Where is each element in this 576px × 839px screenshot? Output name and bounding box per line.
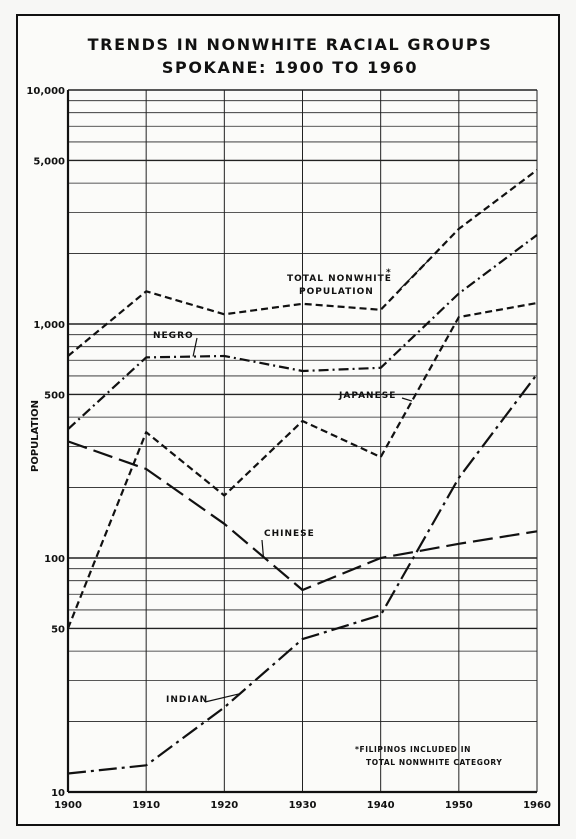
series-line-indian — [67, 373, 538, 775]
series-label-negro: NEGRO — [153, 331, 194, 341]
grid-layer — [66, 89, 538, 794]
series-line-negro — [67, 234, 538, 431]
footnote-line-2: TOTAL NONWHITE CATEGORY — [366, 758, 502, 767]
y-tick-label: 1,000 — [33, 320, 65, 331]
chart-frame — [16, 14, 560, 826]
leader-line-chinese — [261, 539, 265, 557]
y-tick-label: 10 — [51, 788, 65, 799]
label-layer: 10 50 100 500 1,000 5,000 10,000 1900 1910 1920 19… — [26, 86, 551, 811]
x-tick-label: 1920 — [210, 800, 238, 811]
x-tick-label: 1930 — [289, 800, 317, 811]
y-tick-label: 50 — [51, 624, 65, 635]
x-tick-label: 1910 — [132, 800, 160, 811]
series-layer — [66, 169, 538, 775]
series-label-total-nonwhite-population: TOTAL NONWHITE — [287, 274, 392, 284]
x-tick-label: 1960 — [523, 800, 551, 811]
series-label-chinese: CHINESE — [264, 529, 315, 539]
chart-title-line-1: TRENDS IN NONWHITE RACIAL GROUPS — [88, 35, 493, 54]
y-tick-label: 5,000 — [33, 156, 65, 167]
leader-line-total-nonwhite-population — [399, 260, 428, 290]
series-line-total-nonwhite-population — [67, 169, 538, 357]
x-tick-label: 1940 — [367, 800, 395, 811]
chart-title-line-2: SPOKANE: 1900 TO 1960 — [162, 58, 418, 77]
leader-line-negro — [192, 337, 198, 357]
x-tick-label: 1950 — [445, 800, 473, 811]
series-line-japanese — [66, 301, 538, 629]
footnote-line-1: *FILIPINOS INCLUDED IN — [355, 745, 471, 754]
leader-line-indian — [204, 693, 241, 703]
x-tick-label: 1900 — [54, 800, 82, 811]
y-tick-label: 100 — [44, 554, 65, 565]
y-axis-label: POPULATION — [30, 400, 41, 472]
leader-line-japanese — [401, 397, 413, 402]
series-line-chinese — [67, 440, 538, 592]
series-label-japanese: JAPANESE — [338, 391, 396, 401]
y-tick-label: 500 — [44, 390, 65, 401]
series-label-total-nonwhite-population: POPULATION — [299, 287, 374, 297]
y-tick-label: 10,000 — [26, 86, 65, 97]
series-label-asterisk: * — [386, 268, 392, 278]
series-label-indian: INDIAN — [166, 695, 208, 705]
